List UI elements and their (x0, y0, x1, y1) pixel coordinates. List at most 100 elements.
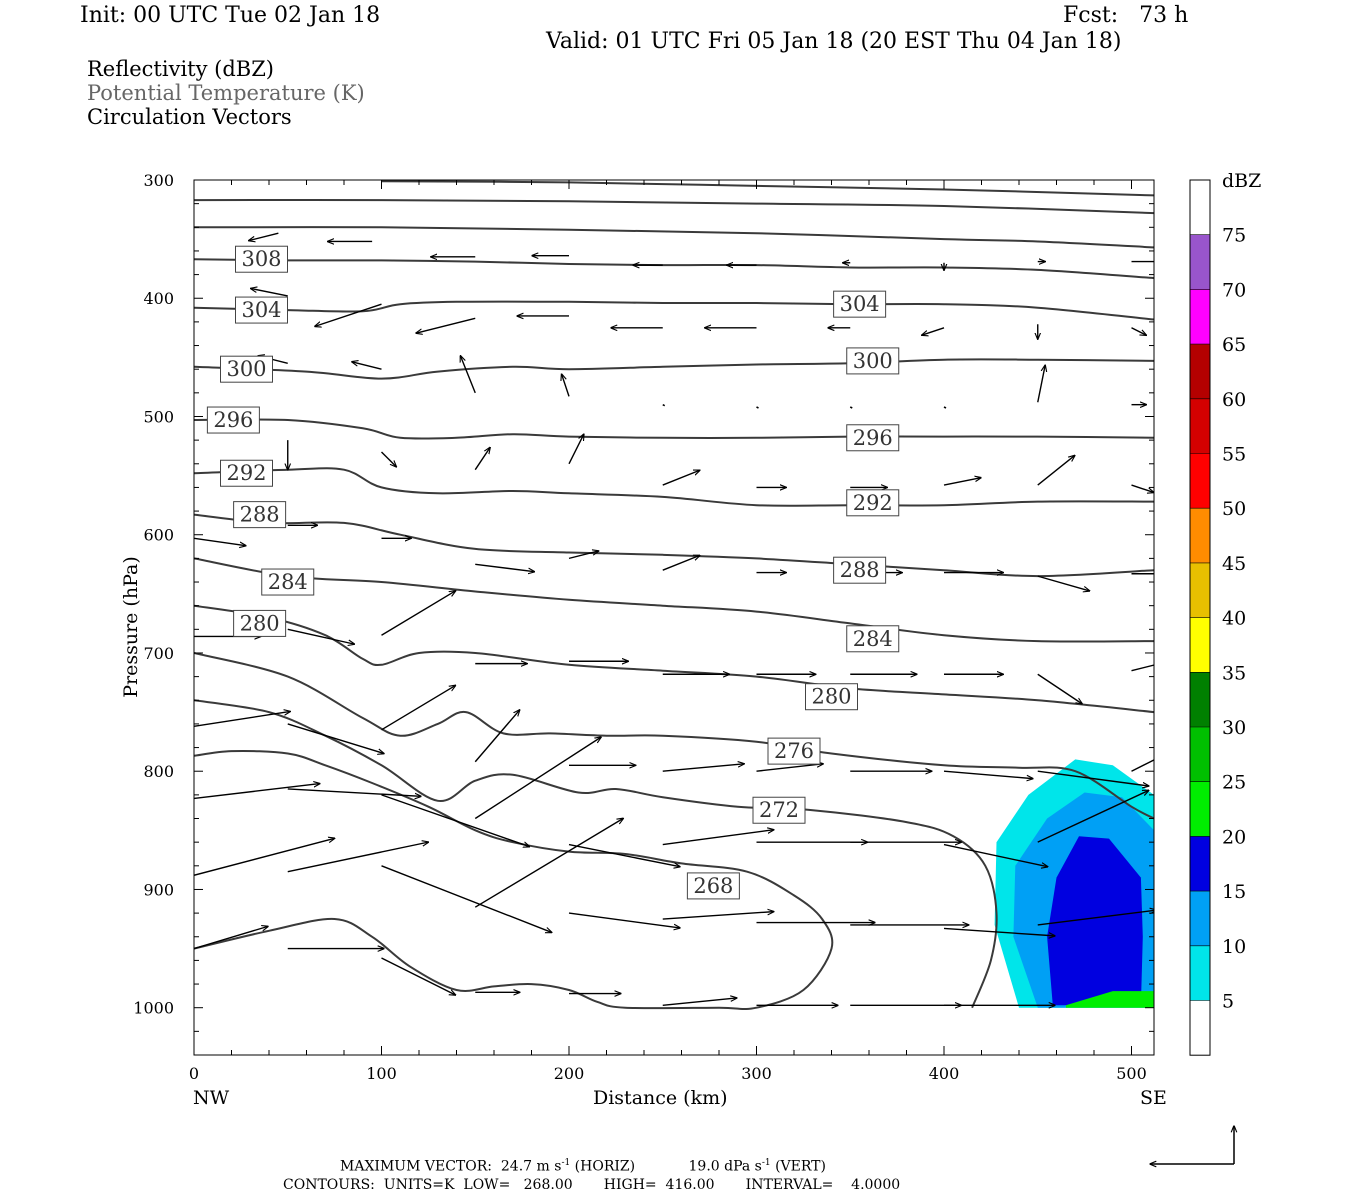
contour-label-296: 296 (213, 408, 253, 432)
contour-label-268: 268 (693, 874, 733, 898)
circulation-vector (475, 563, 534, 571)
circulation-vector (474, 737, 601, 820)
y-tick-label-300: 300 (143, 171, 174, 190)
theta-contour-268 (194, 749, 834, 1011)
circulation-vector (287, 628, 355, 644)
colorbar-unit-label: dBZ (1222, 170, 1262, 192)
colorbar-label-75: 75 (1222, 225, 1246, 247)
colorbar-swatch (1190, 562, 1210, 618)
theta-contour-288 (194, 467, 1154, 507)
colorbar-swatch (1190, 945, 1210, 1001)
y-tick-label-700: 700 (143, 644, 174, 663)
circulation-vector (416, 317, 476, 333)
contour-label-276: 276 (774, 739, 814, 763)
circulation-vector (251, 288, 288, 297)
contour-label-300: 300 (853, 349, 893, 373)
colorbar-swatch (1190, 891, 1210, 946)
theta-contour-284 (194, 513, 1154, 578)
contour-label-284: 284 (853, 627, 893, 651)
contour-label-292: 292 (853, 491, 893, 515)
colorbar-swatch (1190, 289, 1210, 345)
contour-label-box (752, 796, 806, 824)
circulation-vector (249, 232, 279, 240)
circulation-vector (662, 403, 666, 407)
colorbar: 5 10 15 20 25 30 35 40 45 50 55 60 65 70 75 (1189, 179, 1246, 1056)
circulation-vector (568, 551, 599, 560)
contour-label-296: 296 (853, 426, 893, 450)
max-vector-vert-unit: (VERT) (775, 1158, 826, 1175)
colorbar-label-20: 20 (1222, 826, 1246, 848)
colorbar-swatch (1190, 398, 1210, 454)
contour-label-304: 304 (840, 292, 880, 316)
y-tick-label-900: 900 (143, 880, 174, 899)
circulation-vector (194, 926, 268, 950)
colorbar-label-40: 40 (1222, 608, 1246, 630)
circulation-vector (568, 434, 584, 465)
axes-layer: 300 400 500 600 700 800 900 1000 0 100 200 300 400 50… (133, 171, 1155, 1083)
colorbar-label-5: 5 (1222, 991, 1234, 1013)
circulation-vector (194, 537, 246, 545)
colorbar-swatch (1190, 508, 1210, 563)
circulation-vector (1037, 790, 1149, 843)
circulation-vector (474, 818, 623, 908)
contour-label-288: 288 (240, 503, 280, 527)
y-axis-label: Pressure (hPa) (120, 556, 142, 698)
colorbar-label-35: 35 (1222, 662, 1246, 684)
contour-label-box (833, 290, 887, 318)
circulation-vector (1037, 575, 1090, 591)
contour-label-box (767, 737, 821, 765)
colorbar-swatch (1190, 727, 1210, 782)
contour-label-288: 288 (840, 558, 880, 582)
colorbar-swatch (1190, 453, 1210, 509)
colorbar-swatch (1190, 180, 1210, 235)
contour-label-box (235, 296, 288, 324)
x-tick-label-0: 0 (189, 1064, 199, 1083)
circulation-vector (381, 591, 456, 636)
reflectivity-fill-layer (994, 759, 1154, 1008)
circulation-vector (194, 838, 335, 876)
init-time: Init: 00 UTC Tue 02 Jan 18 (80, 3, 381, 28)
vert-exponent: -1 (761, 1158, 771, 1168)
colorbar-label-15: 15 (1222, 881, 1246, 903)
circulation-vector (381, 957, 456, 995)
y-tick-label-600: 600 (143, 526, 174, 545)
contour-label-box (206, 406, 260, 434)
circulation-vector (756, 406, 759, 409)
reflectivity-region-15dbz (1047, 836, 1143, 1006)
theta-contour-292 (194, 418, 1154, 440)
circulation-vector (194, 711, 290, 727)
contour-label-304: 304 (241, 298, 281, 322)
colorbar-label-65: 65 (1222, 334, 1246, 356)
circulation-vector (352, 362, 382, 370)
y-tick-label-1000: 1000 (133, 999, 174, 1018)
circulation-vector (849, 406, 853, 409)
circulation-vector (1037, 910, 1154, 926)
circulation-vector (460, 356, 476, 394)
circulation-vector (381, 685, 456, 731)
colorbar-swatch (1190, 781, 1210, 837)
circulation-vector (943, 406, 947, 409)
colorbar-swatch (1190, 1000, 1210, 1056)
colorbar-label-70: 70 (1222, 279, 1246, 301)
circulation-vector (287, 788, 421, 796)
contour-label-272: 272 (759, 798, 799, 822)
valid-time: Valid: 01 UTC Fri 05 Jan 18 (20 EST Thu … (546, 29, 1122, 54)
y-tick-label-400: 400 (143, 289, 174, 308)
colorbar-swatch (1190, 672, 1210, 727)
contour-label-box (220, 459, 273, 487)
contours-info-line: CONTOURS: UNITS=K LOW= 268.00 HIGH= 416.… (283, 1177, 901, 1193)
circulation-vector (662, 998, 737, 1007)
circulation-vector (562, 374, 570, 397)
circulation-vector (943, 478, 981, 486)
theta-contour-280 (194, 557, 1154, 643)
circulation-vector (1131, 327, 1147, 335)
colorbar-swatch (1190, 836, 1210, 892)
colorbar-label-30: 30 (1222, 717, 1246, 739)
circulation-vector (381, 451, 397, 467)
contour-label-box (805, 683, 858, 711)
contour-label-box (686, 872, 740, 900)
colorbar-label-45: 45 (1222, 553, 1246, 575)
x-axis-label: Distance (km) (593, 1087, 728, 1109)
contour-label-box (846, 347, 900, 375)
